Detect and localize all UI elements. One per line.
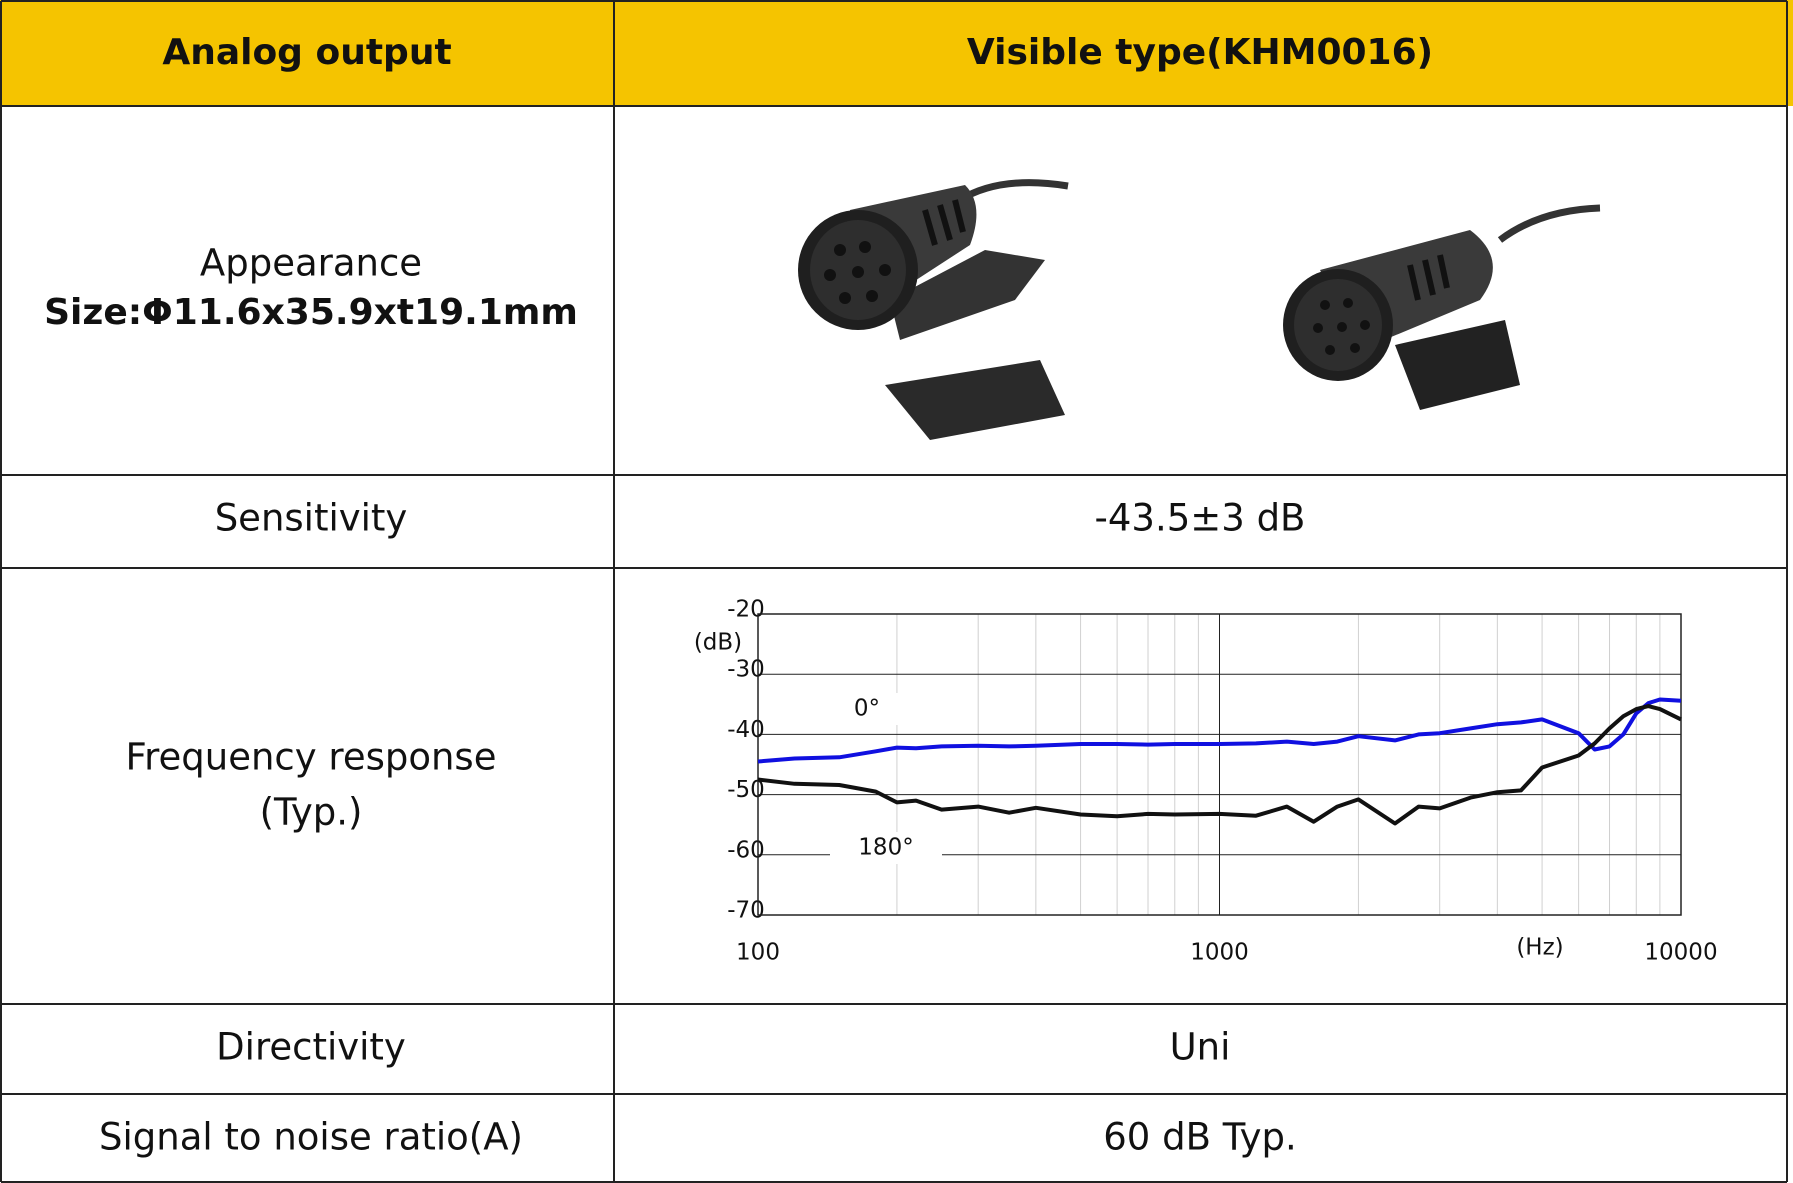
row-label: Frequency response: [126, 736, 497, 779]
x-unit: (Hz): [1516, 935, 1563, 961]
row-label: Signal to noise ratio(A): [99, 1116, 523, 1159]
y-tick-label: -30: [727, 657, 765, 683]
microphone-base-image: [1283, 208, 1600, 410]
row-value: Uni: [1170, 1026, 1231, 1069]
y-tick-label: -70: [727, 898, 765, 924]
row-label: Sensitivity: [215, 497, 408, 540]
microphone-clip-image: [798, 183, 1068, 440]
spec-table: Analog output Visible type(KHM0016) Appe…: [0, 0, 1793, 1183]
row-value: -43.5±3 dB: [1095, 497, 1306, 540]
table-lines: [1, 1, 1787, 1182]
y-tick-label: -60: [727, 837, 765, 863]
y-tick-label: -40: [727, 717, 765, 743]
row-value: 60 dB Typ.: [1103, 1116, 1296, 1159]
y-unit: (dB): [694, 630, 742, 656]
row-label: Appearance: [200, 242, 422, 285]
y-tick-label: -20: [727, 597, 765, 623]
series-label: 0°: [854, 696, 880, 722]
series-label: 180°: [858, 835, 913, 861]
row-sublabel: (Typ.): [260, 791, 363, 834]
row-label: Directivity: [216, 1026, 406, 1069]
header-cell: Analog output: [162, 32, 451, 73]
header-cell: Visible type(KHM0016): [967, 32, 1433, 73]
x-tick-label: 100: [736, 940, 780, 966]
x-tick-label: 1000: [1190, 940, 1249, 966]
x-tick-label: 10000: [1644, 940, 1717, 966]
row-sublabel: Size:Φ11.6x35.9xt19.1mm: [44, 292, 578, 333]
page: Analog output Visible type(KHM0016) Appe…: [0, 0, 1793, 1183]
